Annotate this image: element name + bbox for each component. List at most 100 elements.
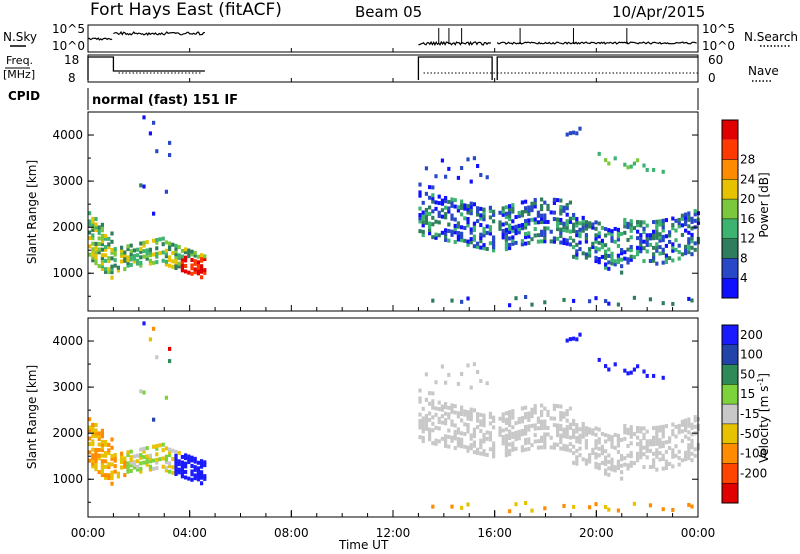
velocity-cell xyxy=(524,437,528,442)
velocity-cell xyxy=(543,422,547,427)
power-cell xyxy=(488,208,493,213)
velocity-cell xyxy=(568,337,573,342)
velocity-cell xyxy=(418,419,422,424)
power-cell xyxy=(187,248,191,253)
velocity-cell xyxy=(444,411,448,416)
velocity-cell xyxy=(636,435,640,440)
velocity-cell xyxy=(450,419,454,424)
velocity-cell xyxy=(434,425,438,430)
power-cell xyxy=(123,258,127,263)
velocity-cell xyxy=(120,451,124,456)
power-cell xyxy=(444,174,448,179)
velocity-cell xyxy=(94,456,98,461)
power-cell xyxy=(466,242,470,247)
velocity-cell xyxy=(418,399,422,404)
power-cell xyxy=(148,261,152,266)
power-cell xyxy=(168,244,172,249)
velocity-cell xyxy=(418,388,422,393)
power-cell xyxy=(184,258,188,263)
power-cell xyxy=(479,239,483,244)
velocity-cell xyxy=(559,433,563,438)
power-cell xyxy=(690,298,694,303)
power-cell xyxy=(527,218,531,223)
velocity-cell xyxy=(562,443,566,448)
power-cell xyxy=(428,205,432,210)
colorbar-swatch xyxy=(722,278,738,298)
velocity-cell xyxy=(540,435,544,440)
power-cell xyxy=(524,241,528,246)
velocity-cell xyxy=(572,336,576,341)
power-cell xyxy=(629,235,633,240)
velocity-cell xyxy=(661,431,665,436)
velocity-cell xyxy=(200,472,204,477)
velocity-cell xyxy=(508,448,512,453)
power-cell xyxy=(155,149,159,154)
velocity-cell xyxy=(91,464,95,469)
power-cell xyxy=(520,213,525,218)
velocity-cell xyxy=(479,451,483,456)
velocity-cell xyxy=(424,372,429,377)
power-cell xyxy=(533,201,537,206)
power-cell xyxy=(460,212,464,217)
velocity-cell xyxy=(469,446,473,451)
power-cell xyxy=(594,246,598,251)
power-cell xyxy=(549,239,553,244)
power-cell xyxy=(479,232,483,237)
power-cell xyxy=(164,254,168,259)
velocity-cell xyxy=(463,422,467,427)
power-cell xyxy=(501,232,505,237)
colorbar-swatch xyxy=(722,483,738,503)
power-cell xyxy=(629,225,633,230)
velocity-cell xyxy=(196,469,200,474)
velocity-cell xyxy=(456,437,461,442)
velocity-cell xyxy=(616,466,621,471)
power-cell xyxy=(100,267,104,272)
power-cell xyxy=(164,251,168,256)
power-cell xyxy=(142,184,146,189)
power-cell xyxy=(549,210,553,215)
power-cell xyxy=(626,225,630,230)
power-cell xyxy=(504,234,509,239)
velocity-cell xyxy=(645,429,649,434)
power-cell xyxy=(168,241,172,246)
velocity-cell xyxy=(424,420,429,425)
power-cell xyxy=(476,209,480,214)
power-cell xyxy=(94,222,98,227)
power-cell xyxy=(91,236,95,241)
power-cell xyxy=(658,238,662,243)
power-cell xyxy=(136,261,140,266)
power-cell xyxy=(482,233,486,238)
velocity-cell xyxy=(661,434,665,439)
velocity-cell xyxy=(508,413,512,418)
power-cell xyxy=(104,247,108,252)
power-ylabel: Slant Range [km] xyxy=(25,160,39,264)
velocity-cell xyxy=(466,413,470,418)
power-cell xyxy=(184,250,188,255)
power-cell xyxy=(193,270,197,275)
colorbar-swatch xyxy=(722,443,738,464)
velocity-cell xyxy=(431,399,435,404)
velocity-cell xyxy=(588,453,592,458)
velocity-cell xyxy=(450,438,454,443)
velocity-cell xyxy=(88,442,92,447)
velocity-cell xyxy=(604,449,608,454)
power-cell xyxy=(530,204,534,209)
freq-tick-bottom: 8 xyxy=(68,71,76,85)
velocity-cell xyxy=(136,459,140,464)
velocity-cell xyxy=(671,454,675,459)
velocity-cell xyxy=(104,459,108,464)
power-cell xyxy=(488,231,493,236)
velocity-cell xyxy=(652,442,656,447)
power-cell xyxy=(104,253,108,258)
power-cell xyxy=(693,212,697,217)
power-cell xyxy=(639,236,643,241)
velocity-cell xyxy=(428,391,432,396)
velocity-cell xyxy=(142,460,146,465)
velocity-cell xyxy=(556,423,560,428)
power-cell xyxy=(479,245,483,250)
power-cell xyxy=(91,219,95,224)
power-cell xyxy=(145,240,149,245)
power-cell xyxy=(456,208,461,213)
power-cell xyxy=(671,222,675,227)
